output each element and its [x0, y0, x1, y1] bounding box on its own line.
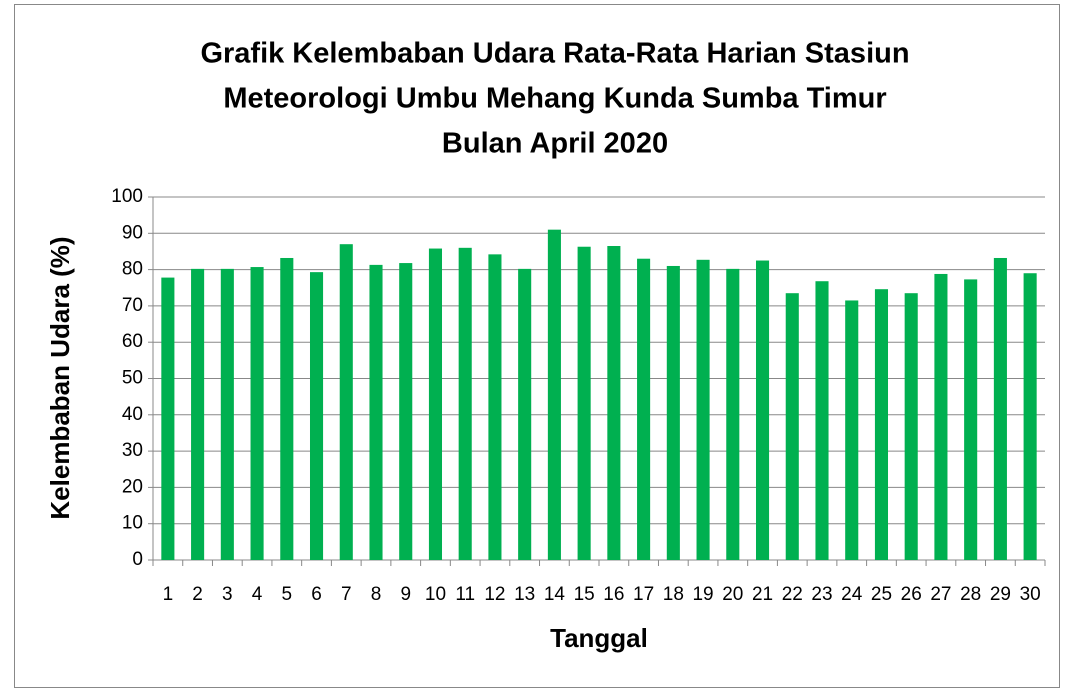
bar [964, 279, 978, 560]
x-tick-label: 15 [574, 584, 595, 605]
x-tick-label: 29 [990, 584, 1011, 605]
bar [1023, 273, 1037, 560]
y-tick-label: 100 [111, 186, 143, 207]
y-tick-label: 40 [122, 404, 143, 425]
bar [547, 229, 561, 561]
x-tick-label: 30 [1020, 584, 1041, 605]
bar [191, 268, 205, 560]
x-tick-label: 3 [222, 584, 233, 605]
bar [309, 272, 324, 560]
x-tick-label: 19 [692, 584, 713, 605]
x-tick-label: 16 [603, 584, 624, 605]
x-tick-label: 27 [930, 584, 951, 605]
x-tick-label: 28 [960, 584, 981, 605]
bar [577, 246, 591, 560]
x-tick-label: 11 [455, 584, 475, 605]
y-tick-label: 0 [132, 549, 143, 570]
x-tick-label: 17 [633, 584, 654, 605]
chart-title: Meteorologi Umbu Mehang Kunda Sumba Timu… [223, 83, 886, 115]
bar [934, 273, 948, 560]
bar [250, 267, 264, 560]
x-tick-label: 14 [544, 584, 566, 605]
x-tick-label: 25 [871, 584, 892, 605]
bar [399, 263, 413, 560]
x-tick-label: 26 [901, 584, 922, 605]
chart-title: Bulan April 2020 [442, 128, 668, 160]
bar [339, 244, 353, 560]
bar [458, 247, 472, 560]
chart-title: Grafik Kelembaban Udara Rata-Rata Harian… [200, 38, 909, 70]
x-tick-label: 20 [722, 584, 743, 605]
y-axis-title: Kelembaban Udara (%) [45, 236, 75, 519]
bar [755, 260, 770, 560]
bar [815, 281, 829, 560]
x-tick-label: 10 [425, 584, 446, 605]
x-tick-label: 22 [782, 584, 803, 605]
x-tick-label: 21 [752, 584, 773, 605]
x-tick-label: 7 [341, 584, 352, 605]
bar [785, 293, 799, 560]
x-tick-label: 12 [484, 584, 505, 605]
x-tick-label: 18 [663, 584, 684, 605]
y-tick-label: 50 [122, 368, 143, 389]
bar [280, 257, 294, 560]
y-tick-label: 60 [122, 331, 143, 352]
x-tick-label: 23 [811, 584, 832, 605]
bar [874, 289, 889, 560]
bar [488, 254, 502, 560]
bar [369, 264, 383, 560]
x-tick-label: 4 [252, 584, 263, 605]
bar [726, 268, 740, 560]
bar [428, 248, 443, 560]
x-tick-label: 2 [192, 584, 203, 605]
bar [666, 265, 680, 560]
x-axis-title: Tanggal [550, 623, 648, 653]
bar [220, 268, 234, 560]
bar [993, 257, 1007, 560]
x-tick-label: 1 [163, 584, 174, 605]
bar [607, 246, 621, 560]
x-tick-label: 5 [282, 584, 293, 605]
bar [904, 293, 918, 560]
bar [696, 259, 710, 560]
x-tick-label: 6 [311, 584, 322, 605]
y-tick-label: 80 [122, 259, 143, 280]
y-tick-label: 90 [122, 222, 143, 243]
bar [637, 258, 651, 560]
y-tick-label: 30 [122, 440, 143, 461]
x-tick-label: 13 [514, 584, 535, 605]
y-tick-label: 20 [122, 476, 143, 497]
bar [845, 300, 859, 560]
bar [161, 277, 175, 560]
y-tick-label: 70 [122, 295, 143, 316]
x-tick-label: 9 [400, 584, 411, 605]
bar [518, 268, 532, 560]
y-tick-label: 10 [122, 513, 143, 534]
x-tick-label: 8 [371, 584, 382, 605]
x-tick-label: 24 [841, 584, 863, 605]
